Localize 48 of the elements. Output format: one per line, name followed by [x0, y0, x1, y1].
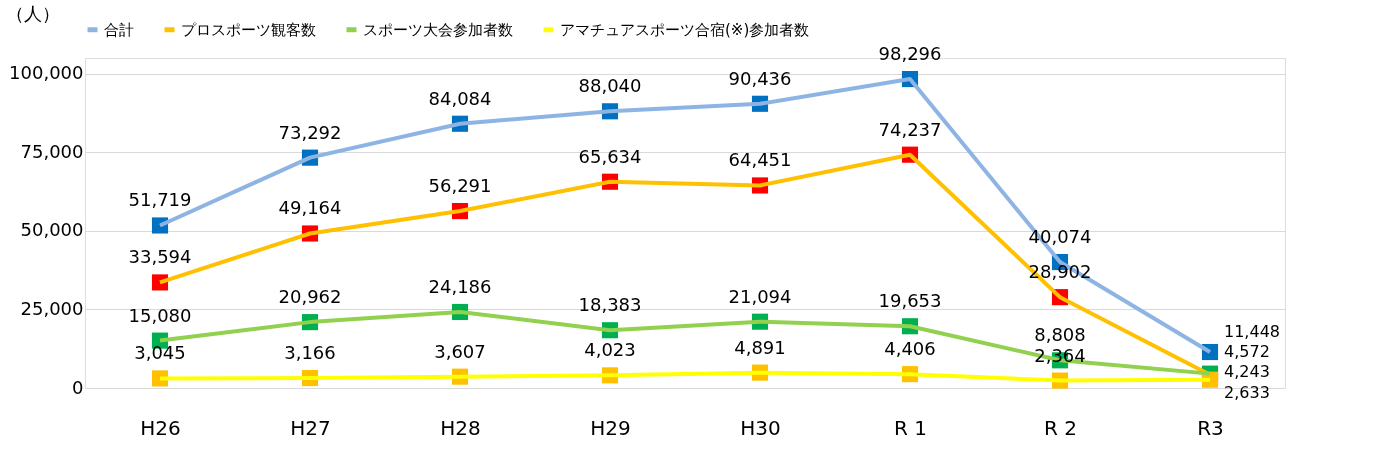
data-label: 24,186 — [428, 275, 492, 297]
data-label: 4,023 — [584, 339, 636, 361]
data-label: 73,292 — [278, 121, 342, 143]
data-label: 21,094 — [728, 285, 792, 307]
data-label: 3,607 — [434, 340, 486, 362]
legend-label: スポーツ大会参加者数 — [363, 20, 513, 39]
x-tick-label: R 2 — [1044, 415, 1077, 440]
y-axis-title: （人） — [5, 2, 60, 24]
data-label: 40,074 — [1028, 226, 1092, 248]
data-label: 65,634 — [578, 145, 642, 167]
data-label: 4,243 — [1224, 362, 1270, 382]
data-label: 2,633 — [1224, 382, 1270, 402]
legend-label: プロスポーツ観客数 — [181, 20, 316, 39]
y-tick-label: 50,000 — [20, 219, 84, 241]
legend-label: 合計 — [104, 20, 134, 39]
legend-label: アマチュアスポーツ合宿(※)参加者数 — [560, 20, 810, 39]
data-label: 4,406 — [884, 338, 936, 360]
data-label: 49,164 — [278, 197, 342, 219]
data-label: 3,045 — [134, 342, 186, 364]
y-tick-label: 25,000 — [20, 297, 84, 319]
data-label: 90,436 — [728, 67, 792, 89]
data-label: 4,891 — [734, 336, 786, 358]
data-label: 98,296 — [878, 43, 942, 65]
data-label: 51,719 — [128, 189, 192, 211]
x-tick-label: H26 — [140, 415, 181, 440]
data-label: 56,291 — [428, 175, 492, 197]
data-label: 11,448 — [1224, 321, 1280, 341]
data-label: 3,166 — [284, 342, 336, 364]
y-tick-label: 0 — [72, 376, 84, 398]
data-label: 19,653 — [878, 290, 942, 312]
data-label: 20,962 — [278, 286, 342, 308]
x-tick-label: H28 — [440, 415, 481, 440]
data-label: 84,084 — [428, 87, 492, 109]
y-tick-label: 75,000 — [20, 140, 84, 162]
y-tick-label: 100,000 — [9, 62, 84, 84]
data-label: 33,594 — [128, 246, 192, 268]
x-tick-label: R 1 — [894, 415, 927, 440]
data-label: 15,080 — [128, 304, 192, 326]
x-tick-label: H29 — [590, 415, 631, 440]
data-label: 8,808 — [1034, 324, 1086, 346]
x-tick-label: H27 — [290, 415, 331, 440]
data-label: 64,451 — [728, 149, 792, 171]
x-tick-label: H30 — [740, 415, 781, 440]
data-label: 88,040 — [578, 75, 642, 97]
data-label: 74,237 — [878, 118, 942, 140]
data-label: 4,572 — [1224, 342, 1270, 362]
x-tick-label: R3 — [1197, 415, 1224, 440]
data-label: 18,383 — [578, 294, 642, 316]
